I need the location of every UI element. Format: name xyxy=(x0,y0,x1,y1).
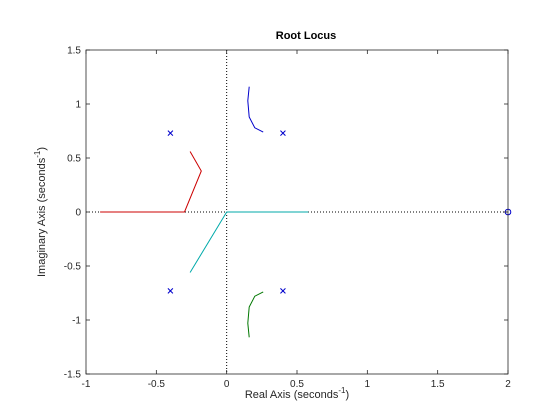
y-axis-label-close: ) xyxy=(36,147,48,151)
y-axis-label-exponent: -1 xyxy=(33,150,42,158)
locus-branch-2 xyxy=(247,291,264,338)
y-tick-label: -0.5 xyxy=(64,262,82,273)
x-tick-label: -0.5 xyxy=(148,379,166,390)
pole-marker-3 xyxy=(280,130,286,137)
ticks: -1 -0.5 0 0.5 1 1.5 2-1.5-1-0.500.511.5 xyxy=(64,46,511,391)
locus-branch-4 xyxy=(189,211,309,273)
locus-branch-3 xyxy=(100,151,202,213)
x-axis-label-close: ) xyxy=(346,389,350,401)
x-tick-label: 0.5 xyxy=(290,379,304,390)
locus-branch-1 xyxy=(247,86,264,133)
pole-stroke-b xyxy=(280,130,286,137)
x-tick-label: 1 xyxy=(365,379,371,390)
y-tick-label: 0.5 xyxy=(67,154,81,165)
y-tick-label: -1 xyxy=(72,316,81,327)
x-axis-label: Real Axis (seconds-1) xyxy=(245,386,349,401)
pole-stroke-b xyxy=(167,130,174,137)
y-tick-label: 0 xyxy=(75,208,81,219)
y-tick-label: -1.5 xyxy=(64,370,82,381)
pole-stroke-b xyxy=(280,287,286,294)
x-axis-label-text: Real Axis (seconds xyxy=(245,389,339,401)
x-tick-label: -1 xyxy=(82,379,91,390)
x-tick-label: 1.5 xyxy=(431,379,445,390)
pole-stroke-b xyxy=(167,287,174,294)
x-axis-label-exponent: -1 xyxy=(338,386,346,395)
y-axis-label-text: Imaginary Axis (seconds xyxy=(36,157,48,277)
x-tick-label: 0 xyxy=(224,379,230,390)
chart-title: Root Locus xyxy=(276,30,337,42)
pole-marker-1 xyxy=(167,130,174,137)
x-tick-label: 2 xyxy=(505,379,511,390)
pole-marker-4 xyxy=(280,287,286,294)
pole-marker-2 xyxy=(167,287,174,294)
y-axis-label: Imaginary Axis (seconds-1) xyxy=(33,147,48,277)
y-tick-label: 1.5 xyxy=(67,46,81,57)
y-tick-label: 1 xyxy=(75,100,81,111)
